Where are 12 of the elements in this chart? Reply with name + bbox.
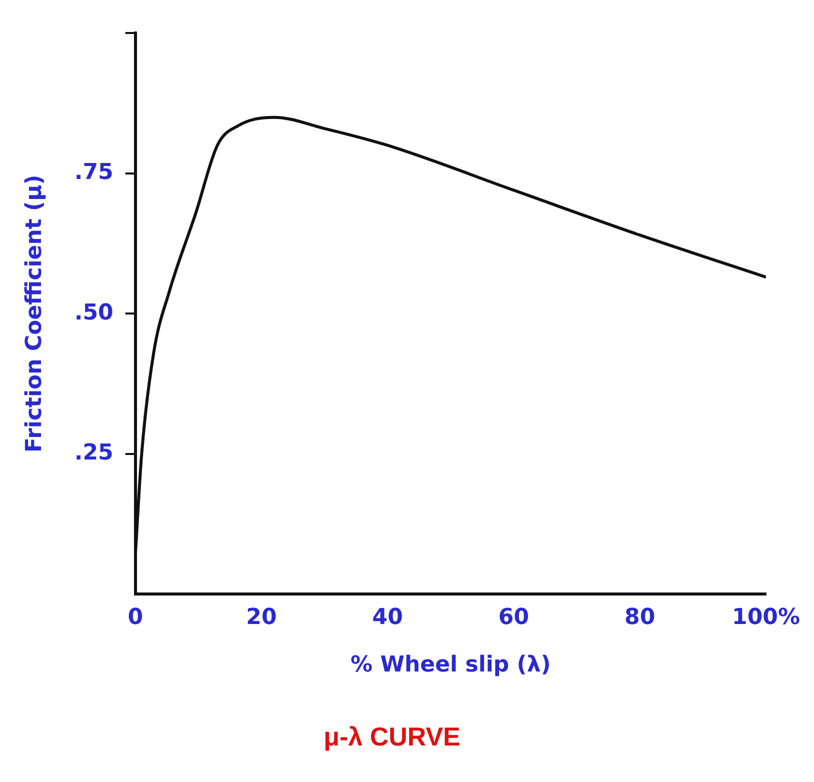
x-tick-label: 40 bbox=[372, 604, 403, 630]
y-axis-title: Friction Coefficient (μ) bbox=[22, 174, 47, 453]
x-tick-label: 20 bbox=[246, 604, 277, 630]
x-tick-label: 60 bbox=[498, 604, 530, 630]
x-tick-label: 100% bbox=[732, 604, 800, 630]
x-tick-label: 80 bbox=[624, 604, 656, 630]
x-axis-title: % Wheel slip (λ) bbox=[350, 652, 551, 678]
x-tick-label: 0 bbox=[128, 604, 144, 630]
y-tick-label: .25 bbox=[74, 440, 114, 466]
text: μ-λ CURVE bbox=[324, 722, 460, 752]
y-tick-label: .75 bbox=[74, 160, 114, 186]
y-tick-label: .50 bbox=[74, 300, 114, 326]
